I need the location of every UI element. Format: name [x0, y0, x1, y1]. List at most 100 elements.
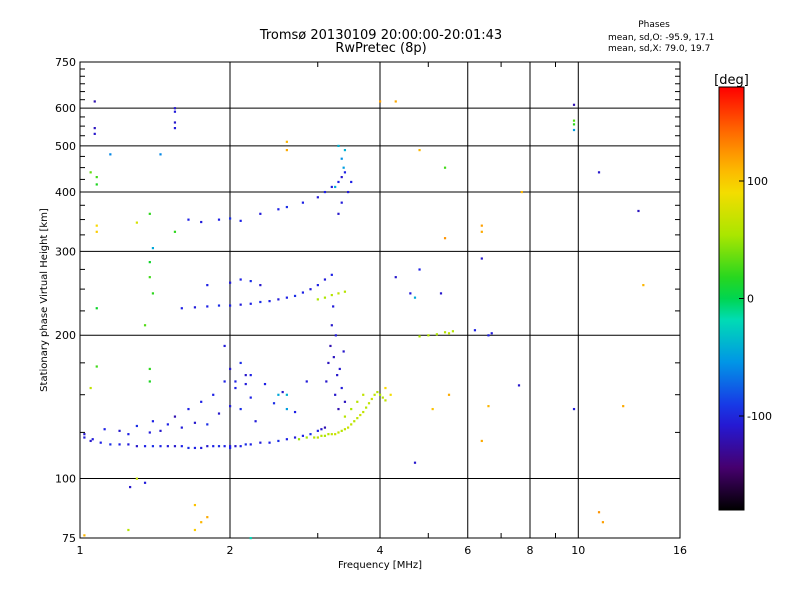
- echo-point: [316, 436, 319, 439]
- echo-point: [187, 218, 190, 221]
- echo-point: [249, 280, 252, 283]
- echo-point: [277, 393, 280, 396]
- stats-title: Phases: [638, 20, 670, 30]
- echo-point: [234, 380, 237, 383]
- echo-point: [301, 201, 305, 204]
- echo-point: [359, 413, 362, 417]
- echo-point: [323, 278, 327, 281]
- echo-point: [622, 405, 625, 408]
- chart-subtitle: RwPretec (8p): [335, 41, 427, 56]
- echo-point: [356, 400, 359, 403]
- echo-point: [601, 521, 605, 524]
- echo-point: [93, 127, 96, 130]
- echo-point: [316, 196, 319, 199]
- echo-point: [320, 434, 323, 437]
- echo-point: [281, 390, 284, 394]
- x-tick-label: 4: [377, 544, 384, 557]
- colorbar-label: [deg]: [714, 73, 749, 88]
- echo-point: [259, 300, 262, 304]
- echo-point: [320, 428, 323, 431]
- echo-point: [447, 393, 451, 396]
- echo-point: [350, 407, 353, 411]
- echo-point: [159, 445, 162, 448]
- x-tick-label: 16: [673, 544, 687, 557]
- echo-point: [572, 123, 576, 126]
- echo-point: [143, 481, 147, 484]
- echo-point: [394, 100, 397, 103]
- echo-point: [83, 534, 86, 537]
- echo-point: [268, 441, 271, 444]
- echo-point: [342, 166, 345, 169]
- y-tick-label: 300: [55, 245, 76, 258]
- echo-point: [293, 436, 297, 439]
- echo-point: [340, 157, 343, 160]
- echo-point: [206, 445, 209, 448]
- echo-point: [200, 400, 203, 403]
- echo-point: [447, 332, 451, 335]
- echo-point: [313, 436, 316, 439]
- echo-point: [200, 446, 203, 450]
- echo-point: [159, 153, 162, 156]
- echo-point: [173, 445, 177, 448]
- echo-point: [95, 365, 98, 368]
- echo-point: [362, 410, 365, 414]
- echo-point: [99, 441, 102, 444]
- echo-point: [151, 292, 155, 295]
- y-tick-label: 200: [55, 329, 76, 342]
- echo-point: [350, 423, 353, 426]
- echo-point: [83, 436, 86, 439]
- echo-point: [297, 438, 301, 441]
- stats-line-x: mean, sd,X: 79.0, 19.7: [608, 44, 711, 54]
- echo-point: [334, 393, 337, 396]
- x-axis-label: Frequency [MHz]: [338, 560, 422, 571]
- echo-point: [109, 153, 112, 156]
- echo-point: [173, 415, 177, 418]
- echo-point: [127, 443, 130, 446]
- echo-point: [334, 433, 337, 436]
- y-tick-label: 400: [55, 186, 76, 199]
- x-tick-label: 10: [571, 544, 585, 557]
- echo-point: [135, 221, 138, 224]
- echo-point: [129, 485, 132, 489]
- echo-point: [480, 230, 483, 233]
- echo-point: [337, 292, 340, 295]
- echo-point: [285, 205, 288, 209]
- echo-point: [443, 237, 447, 240]
- echo-point: [229, 446, 232, 450]
- echo-point: [143, 445, 147, 448]
- echo-point: [418, 335, 421, 338]
- echo-point: [148, 276, 151, 279]
- echo-point: [350, 180, 353, 184]
- echo-point: [337, 407, 340, 411]
- echo-point: [480, 439, 483, 443]
- echo-point: [259, 441, 262, 444]
- echo-point: [316, 298, 319, 301]
- echo-point: [340, 429, 343, 432]
- echo-point: [239, 361, 242, 365]
- echo-point: [254, 420, 257, 423]
- echo-point: [337, 180, 340, 184]
- y-tick-label: 75: [62, 532, 76, 545]
- echo-point: [487, 405, 490, 408]
- echo-point: [340, 201, 343, 204]
- echo-point: [109, 443, 112, 446]
- echo-point: [309, 288, 312, 291]
- echo-point: [431, 407, 434, 411]
- echo-point: [193, 306, 197, 309]
- echo-point: [173, 107, 177, 110]
- echo-point: [327, 361, 330, 365]
- echo-point: [305, 436, 308, 439]
- colorbar-tick-label: 0: [747, 293, 754, 306]
- echo-point: [83, 433, 86, 436]
- echo-point: [187, 446, 190, 450]
- echo-point: [217, 218, 221, 221]
- echo-point: [338, 367, 341, 371]
- echo-point: [239, 278, 242, 281]
- echo-point: [325, 380, 328, 383]
- echo-point: [379, 100, 382, 103]
- echo-point: [159, 429, 162, 432]
- echo-point: [487, 334, 490, 337]
- echo-point: [173, 121, 177, 124]
- echo-point: [285, 407, 288, 411]
- echo-point: [89, 439, 92, 443]
